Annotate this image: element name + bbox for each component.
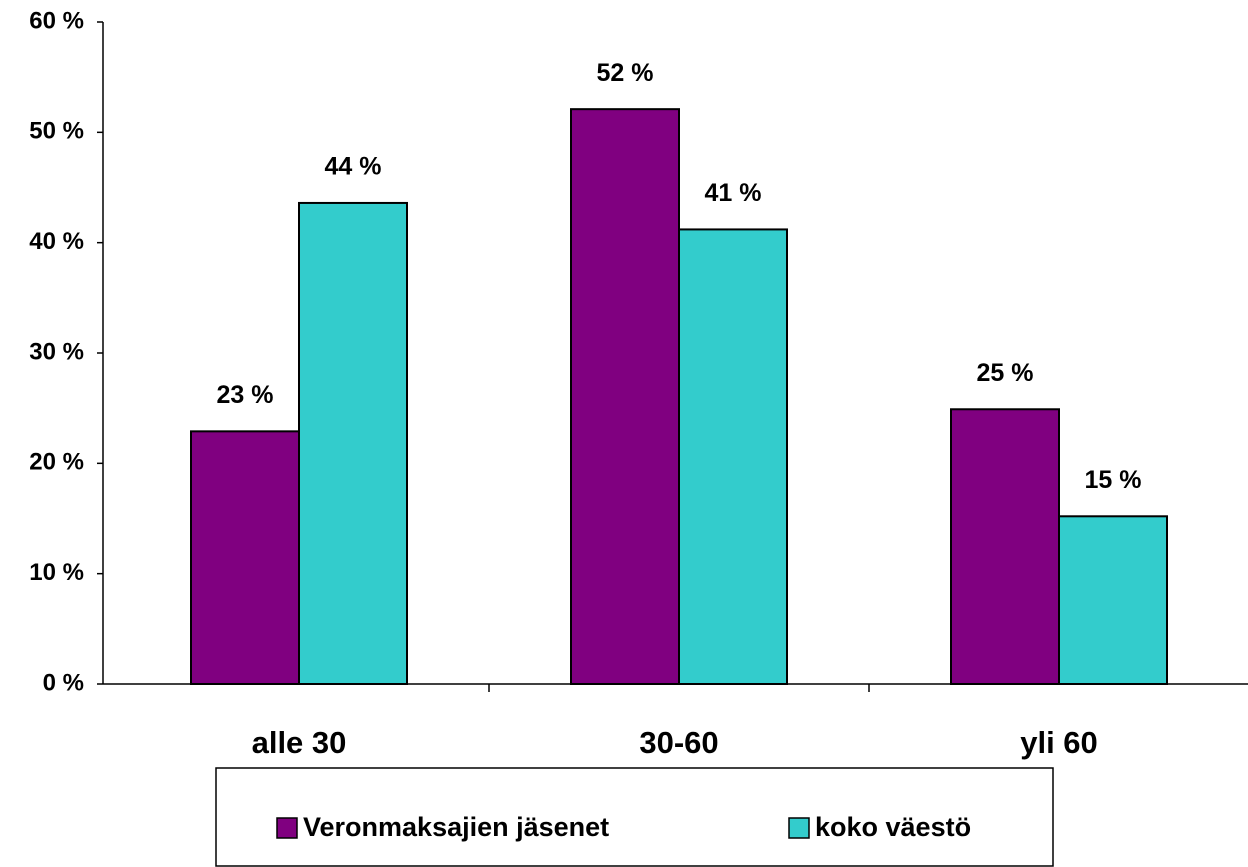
legend-swatch	[276, 817, 298, 839]
y-tick-label: 20 %	[29, 449, 84, 476]
y-tick-label: 10 %	[29, 559, 84, 586]
value-label: 23 %	[217, 381, 274, 409]
bar	[1058, 515, 1168, 685]
value-label: 52 %	[597, 59, 654, 87]
bar	[678, 228, 788, 685]
y-tick-label: 0 %	[43, 669, 84, 696]
value-label: 44 %	[325, 153, 382, 181]
bar	[190, 430, 300, 685]
y-tick-label: 40 %	[29, 228, 84, 255]
legend-swatch	[788, 817, 810, 839]
legend-box	[215, 767, 1054, 867]
bar	[298, 201, 408, 686]
x-tick-label: 30-60	[639, 725, 718, 760]
x-tick-label: alle 30	[252, 725, 347, 760]
y-tick-label: 60 %	[29, 7, 84, 34]
y-tick-label: 50 %	[29, 118, 84, 145]
value-label: 41 %	[705, 179, 762, 207]
x-tick-label: yli 60	[1020, 725, 1098, 760]
value-label: 15 %	[1085, 466, 1142, 494]
legend-label: Veronmaksajien jäsenet	[303, 812, 609, 842]
legend-label: koko väestö	[815, 812, 971, 842]
bar	[950, 408, 1060, 685]
value-label: 25 %	[977, 359, 1034, 387]
bar	[570, 108, 680, 685]
y-tick-label: 30 %	[29, 338, 84, 365]
